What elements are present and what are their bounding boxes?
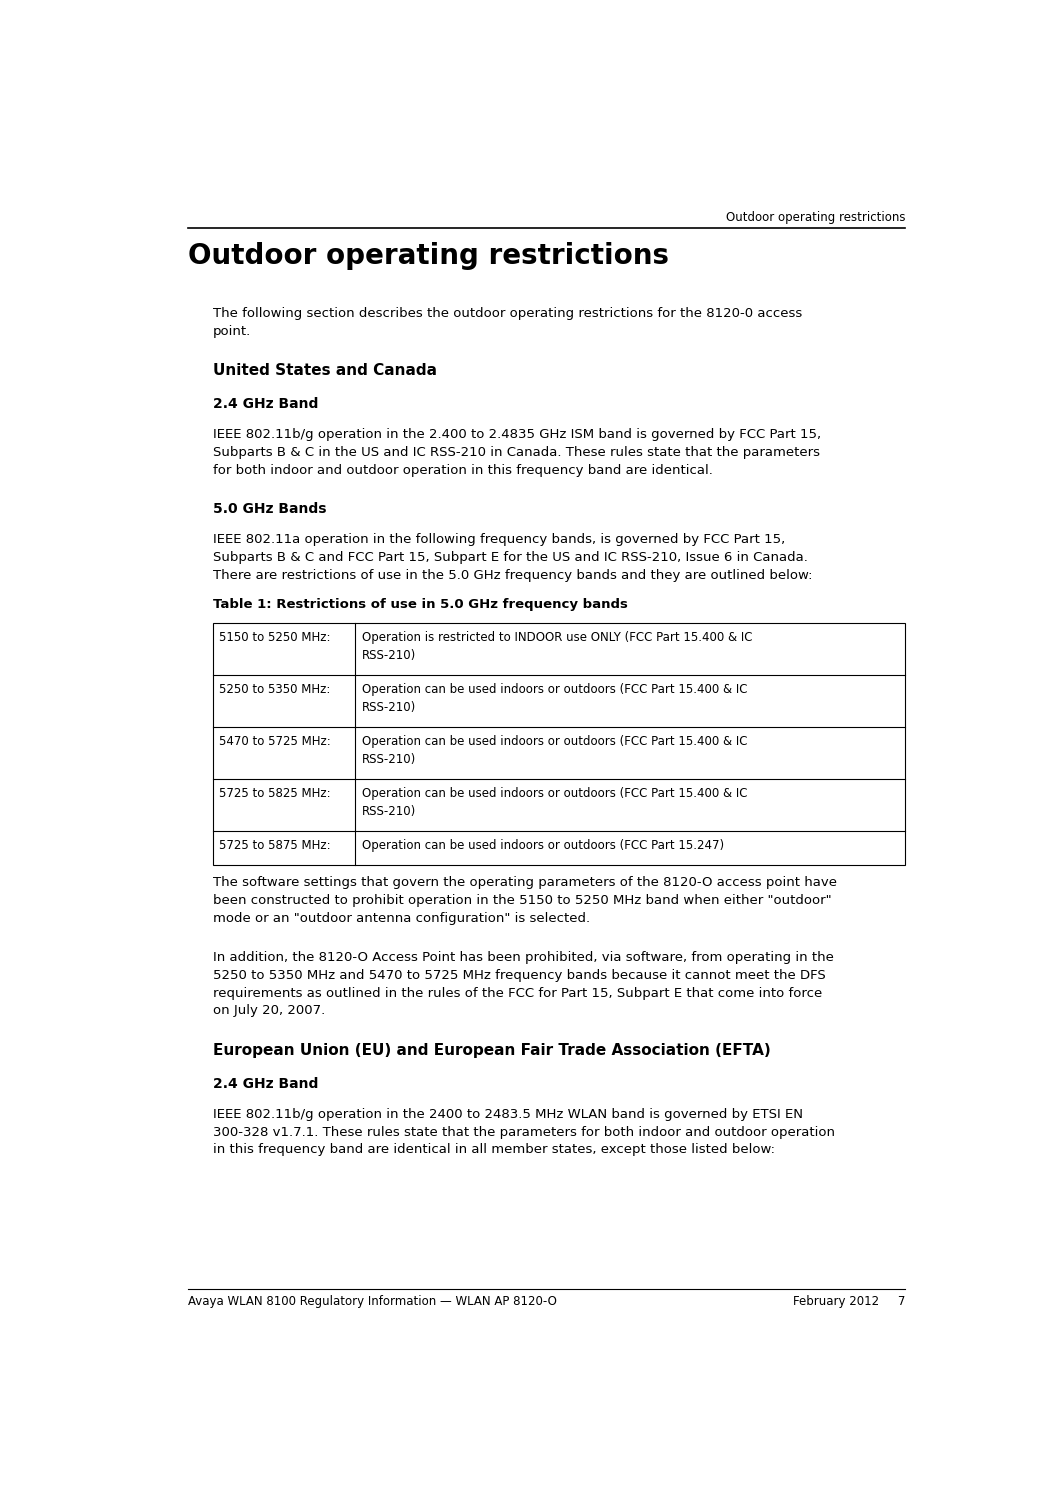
- Text: United States and Canada: United States and Canada: [212, 363, 437, 377]
- Text: 5725 to 5875 MHz:: 5725 to 5875 MHz:: [220, 839, 331, 852]
- Text: RSS-210): RSS-210): [362, 753, 416, 765]
- Text: Operation is restricted to INDOOR use ONLY (FCC Part 15.400 & IC: Operation is restricted to INDOOR use ON…: [362, 631, 753, 644]
- Bar: [212, 623, 905, 864]
- Text: 300-328 v1.7.1. These rules state that the parameters for both indoor and outdoo: 300-328 v1.7.1. These rules state that t…: [212, 1125, 834, 1138]
- Text: 2.4 GHz Band: 2.4 GHz Band: [212, 1077, 318, 1091]
- Text: Outdoor operating restrictions: Outdoor operating restrictions: [188, 243, 669, 270]
- Text: February 2012     7: February 2012 7: [792, 1296, 905, 1308]
- Text: mode or an "outdoor antenna configuration" is selected.: mode or an "outdoor antenna configuratio…: [212, 912, 590, 926]
- Text: been constructed to prohibit operation in the 5150 to 5250 MHz band when either : been constructed to prohibit operation i…: [212, 894, 831, 908]
- Text: 5250 to 5350 MHz:: 5250 to 5350 MHz:: [220, 683, 331, 697]
- Text: 5.0 GHz Bands: 5.0 GHz Bands: [212, 502, 326, 517]
- Text: The software settings that govern the operating parameters of the 8120-O access : The software settings that govern the op…: [212, 876, 837, 890]
- Text: 2.4 GHz Band: 2.4 GHz Band: [212, 397, 318, 410]
- Text: IEEE 802.11b/g operation in the 2400 to 2483.5 MHz WLAN band is governed by ETSI: IEEE 802.11b/g operation in the 2400 to …: [212, 1107, 803, 1121]
- Text: IEEE 802.11b/g operation in the 2.400 to 2.4835 GHz ISM band is governed by FCC : IEEE 802.11b/g operation in the 2.400 to…: [212, 428, 821, 440]
- Text: point.: point.: [212, 325, 251, 337]
- Text: European Union (EU) and European Fair Trade Association (EFTA): European Union (EU) and European Fair Tr…: [212, 1043, 770, 1058]
- Text: 5725 to 5825 MHz:: 5725 to 5825 MHz:: [220, 786, 331, 800]
- Text: Operation can be used indoors or outdoors (FCC Part 15.400 & IC: Operation can be used indoors or outdoor…: [362, 736, 747, 748]
- Text: RSS-210): RSS-210): [362, 804, 416, 818]
- Text: RSS-210): RSS-210): [362, 649, 416, 662]
- Text: IEEE 802.11a operation in the following frequency bands, is governed by FCC Part: IEEE 802.11a operation in the following …: [212, 533, 785, 547]
- Text: In addition, the 8120-O Access Point has been prohibited, via software, from ope: In addition, the 8120-O Access Point has…: [212, 951, 833, 963]
- Text: Operation can be used indoors or outdoors (FCC Part 15.400 & IC: Operation can be used indoors or outdoor…: [362, 683, 747, 697]
- Text: There are restrictions of use in the 5.0 GHz frequency bands and they are outlin: There are restrictions of use in the 5.0…: [212, 569, 812, 583]
- Text: Table 1: Restrictions of use in 5.0 GHz frequency bands: Table 1: Restrictions of use in 5.0 GHz …: [212, 599, 627, 611]
- Text: Avaya WLAN 8100 Regulatory Information — WLAN AP 8120-O: Avaya WLAN 8100 Regulatory Information —…: [188, 1296, 557, 1308]
- Text: in this frequency band are identical in all member states, except those listed b: in this frequency band are identical in …: [212, 1143, 775, 1156]
- Text: Subparts B & C in the US and IC RSS-210 in Canada. These rules state that the pa: Subparts B & C in the US and IC RSS-210 …: [212, 445, 820, 458]
- Text: RSS-210): RSS-210): [362, 701, 416, 715]
- Text: 5250 to 5350 MHz and 5470 to 5725 MHz frequency bands because it cannot meet the: 5250 to 5350 MHz and 5470 to 5725 MHz fr…: [212, 969, 826, 981]
- Text: Operation can be used indoors or outdoors (FCC Part 15.400 & IC: Operation can be used indoors or outdoor…: [362, 786, 747, 800]
- Text: Operation can be used indoors or outdoors (FCC Part 15.247): Operation can be used indoors or outdoor…: [362, 839, 724, 852]
- Text: Outdoor operating restrictions: Outdoor operating restrictions: [725, 211, 905, 223]
- Text: on July 20, 2007.: on July 20, 2007.: [212, 1005, 325, 1017]
- Text: 5150 to 5250 MHz:: 5150 to 5250 MHz:: [220, 631, 331, 644]
- Text: 5470 to 5725 MHz:: 5470 to 5725 MHz:: [220, 736, 331, 748]
- Text: The following section describes the outdoor operating restrictions for the 8120-: The following section describes the outd…: [212, 307, 802, 319]
- Text: Subparts B & C and FCC Part 15, Subpart E for the US and IC RSS-210, Issue 6 in : Subparts B & C and FCC Part 15, Subpart …: [212, 551, 808, 565]
- Text: requirements as outlined in the rules of the FCC for Part 15, Subpart E that com: requirements as outlined in the rules of…: [212, 987, 822, 999]
- Text: for both indoor and outdoor operation in this frequency band are identical.: for both indoor and outdoor operation in…: [212, 463, 713, 476]
